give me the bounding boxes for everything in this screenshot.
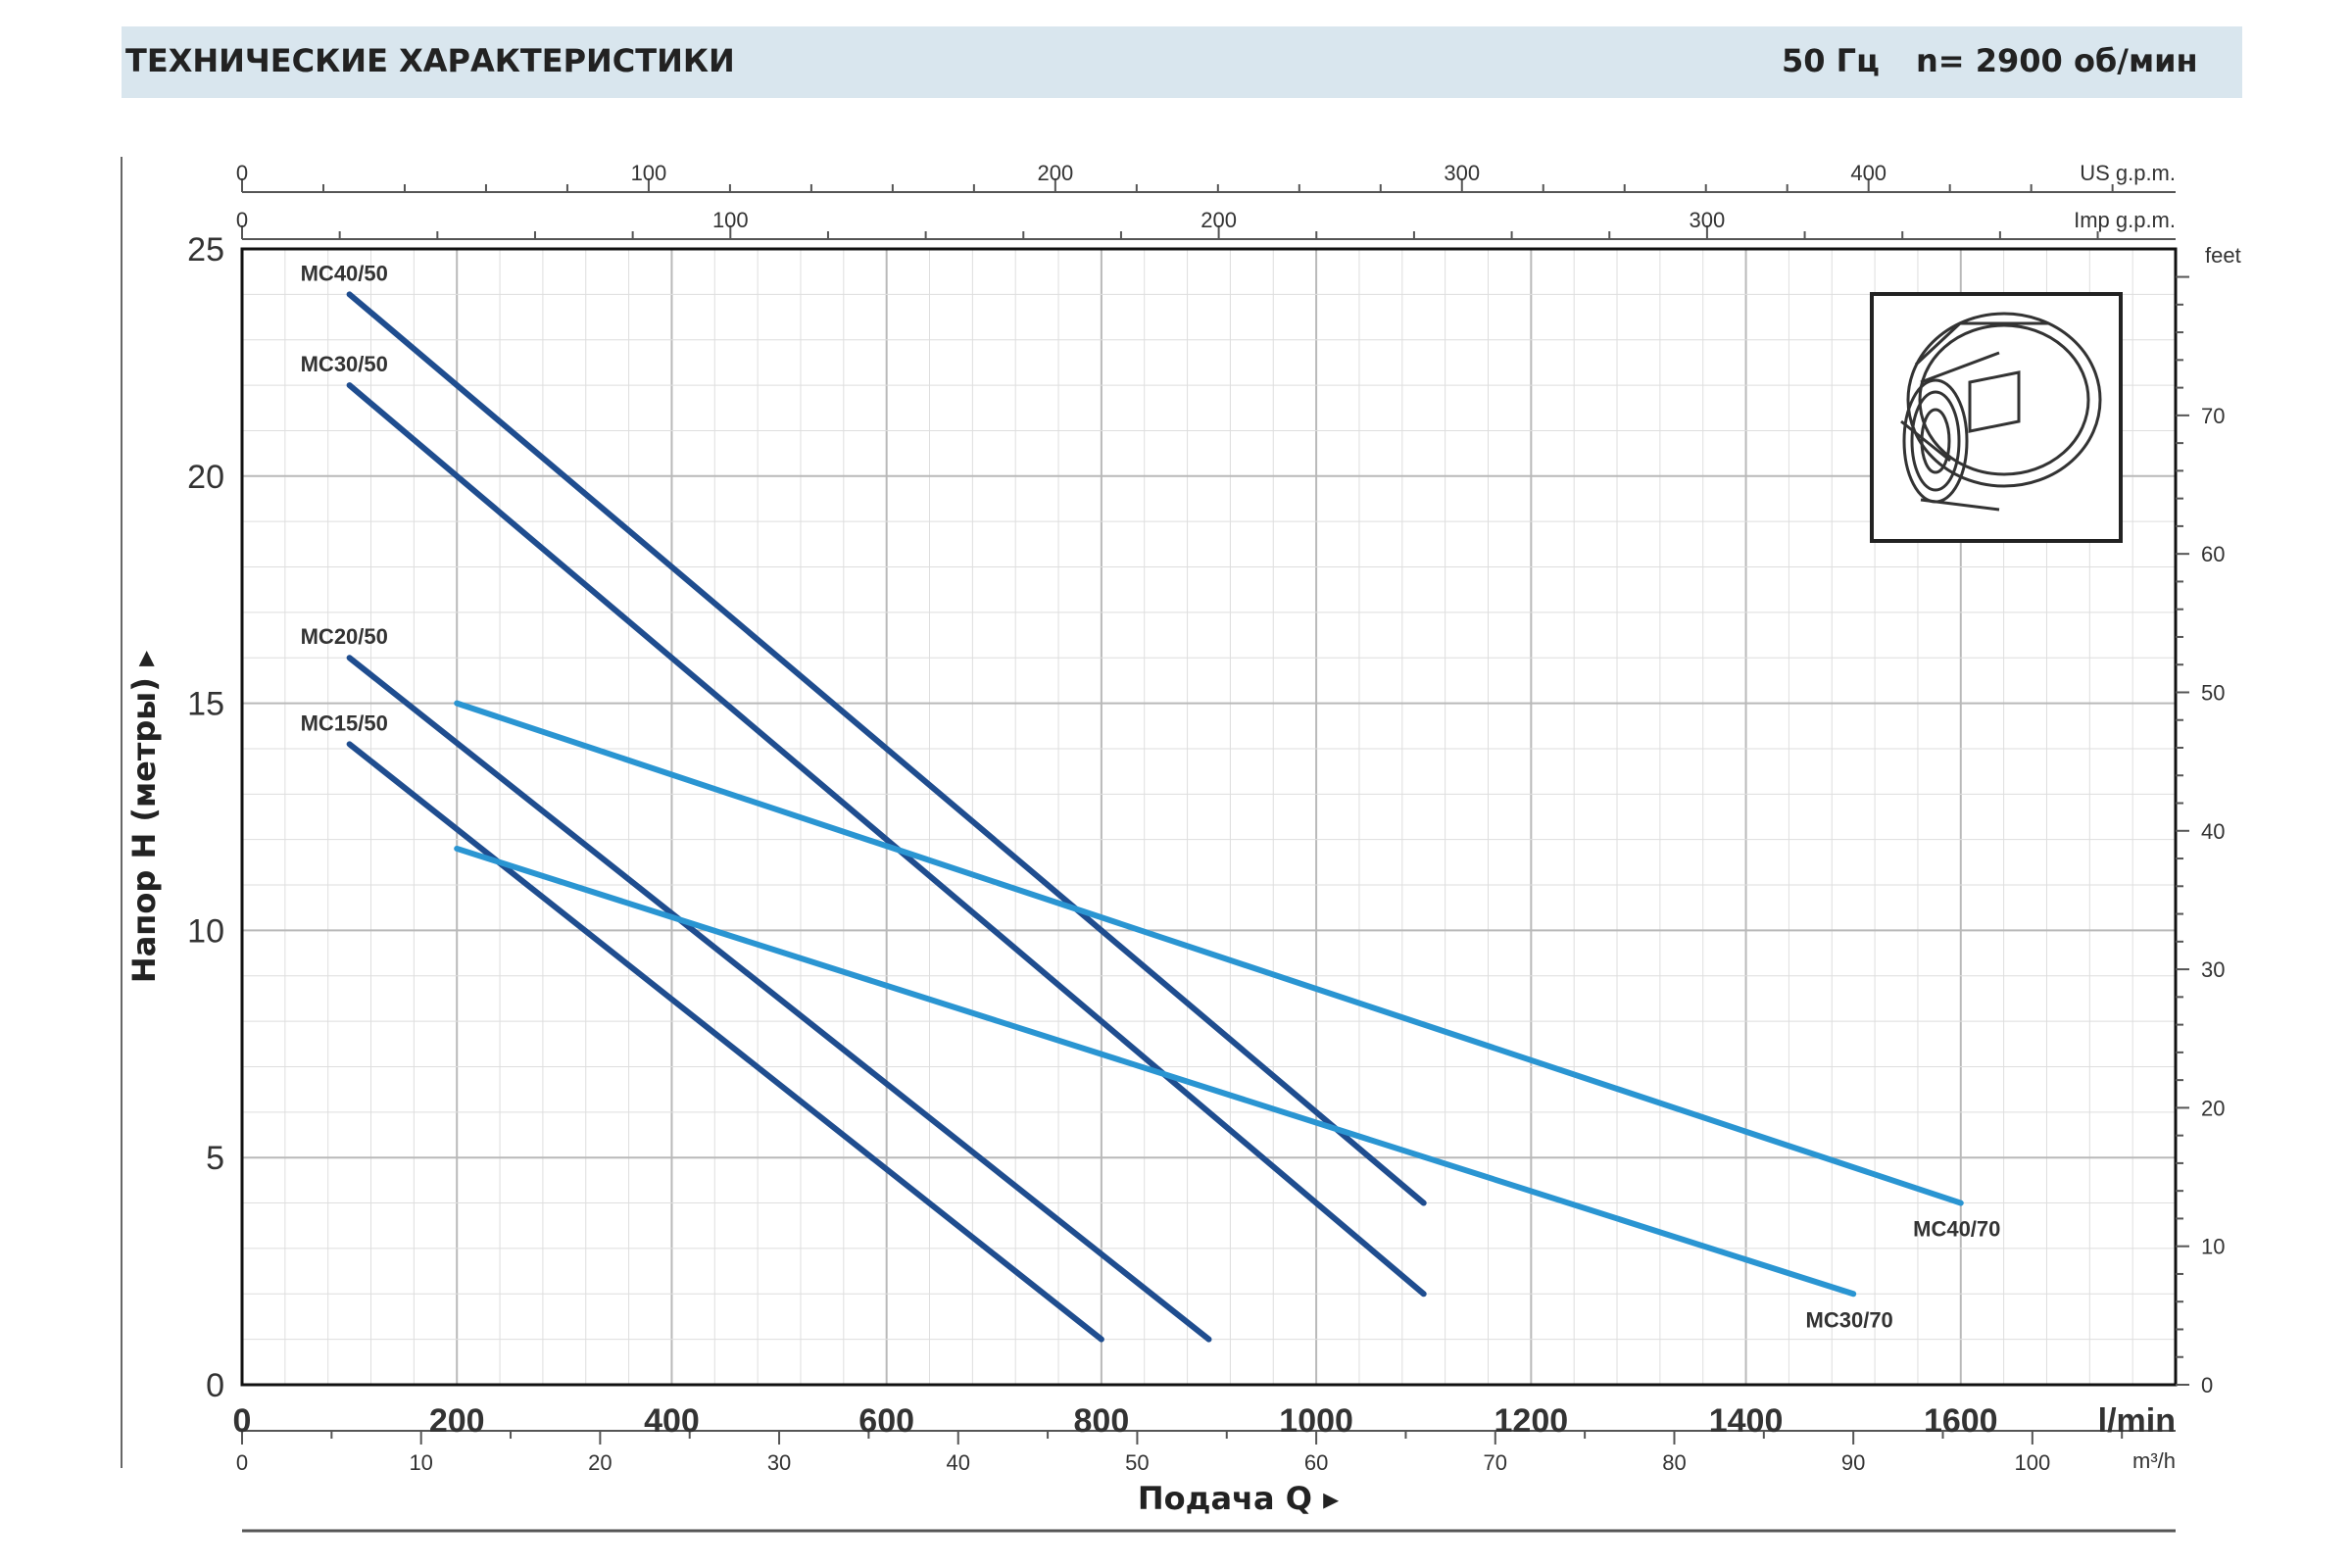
x-axis-title: Подача Q ▸ [1138,1480,1339,1517]
feet-tick-label: 70 [2201,404,2225,428]
m3h-tick-label: 20 [588,1450,612,1475]
series-line-mc20-50 [346,655,1212,1343]
frequency-label: 50 Гц [1782,42,1880,79]
chart-series [346,291,1964,1343]
m3h-tick-label: 90 [1841,1450,1865,1475]
page-title: ТЕХНИЧЕСКИЕ ХАРАКТЕРИСТИКИ [125,42,735,79]
y-tick-label: 10 [187,912,224,950]
series-line-mc15-50 [346,741,1104,1343]
feet-tick-label: 60 [2201,542,2225,566]
series-line-mc40-70 [454,700,1964,1206]
m3h-tick-label: 0 [236,1450,248,1475]
imp-gpm-unit-label: Imp g.p.m. [2074,208,2176,232]
series-label: MC30/50 [301,352,388,376]
us-gpm-unit-label: US g.p.m. [2080,161,2176,185]
feet-tick-label: 20 [2201,1096,2225,1120]
feet-unit-label: feet [2205,243,2241,268]
us-gpm-tick-label: 200 [1037,161,1073,185]
feet-tick-label: 30 [2201,957,2225,982]
feet-tick-label: 40 [2201,819,2225,844]
impeller-housing-icon [1870,292,2123,543]
us-gpm-tick-label: 400 [1850,161,1886,185]
y-tick-label: 15 [187,686,224,723]
x-tick-label: 800 [1074,1402,1130,1440]
imp-gpm-tick-label: 200 [1200,208,1237,232]
x-tick-label: 1200 [1494,1402,1569,1440]
us-gpm-tick-label: 0 [236,161,248,185]
feet-tick-label: 0 [2201,1373,2213,1397]
feet-tick-label: 10 [2201,1235,2225,1259]
plot-frame [240,247,2178,1387]
x-tick-label: 1600 [1924,1402,1998,1440]
x-tick-label: 0 [233,1402,252,1440]
m3h-tick-label: 40 [946,1450,969,1475]
us-gpm-tick-label: 300 [1444,161,1480,185]
x-tick-label: 600 [858,1402,914,1440]
x-unit-label: l/min [2098,1402,2176,1440]
x-tick-label: 200 [429,1402,485,1440]
m3h-tick-label: 30 [767,1450,791,1475]
m3h-tick-label: 60 [1304,1450,1328,1475]
speed-label: n= 2900 об/мин [1916,42,2198,79]
m3h-tick-label: 70 [1484,1450,1507,1475]
m3h-tick-label: 80 [1662,1450,1686,1475]
y-tick-label: 0 [206,1367,224,1404]
chart-axes [121,157,2189,1533]
y-axis-title: Напор H (метры) ▸ [125,651,163,983]
imp-gpm-tick-label: 0 [236,208,248,232]
y-tick-label: 5 [206,1140,224,1177]
imp-gpm-tick-label: 100 [712,208,749,232]
series-label: MC20/50 [301,624,388,649]
header-banner: ТЕХНИЧЕСКИЕ ХАРАКТЕРИСТИКИ 50 Гц n= 2900… [122,26,2242,98]
y-tick-label: 20 [187,459,224,496]
series-label: MC30/70 [1806,1307,1893,1332]
x-tick-label: 1400 [1709,1402,1784,1440]
feet-tick-label: 50 [2201,680,2225,705]
x-tick-label: 1000 [1279,1402,1353,1440]
series-line-mc30-70 [454,845,1857,1298]
m3h-tick-label: 100 [2014,1450,2050,1475]
m3h-tick-label: 10 [409,1450,432,1475]
series-line-mc30-50 [346,382,1427,1298]
m3h-unit-label: m³/h [2132,1448,2176,1473]
series-line-mc40-50 [346,291,1427,1206]
series-label: MC40/50 [301,261,388,285]
imp-gpm-tick-label: 300 [1690,208,1726,232]
m3h-tick-label: 50 [1125,1450,1149,1475]
series-label: MC40/70 [1913,1217,2000,1242]
y-tick-label: 25 [187,231,224,269]
x-tick-label: 400 [644,1402,700,1440]
us-gpm-tick-label: 100 [631,161,667,185]
series-label: MC15/50 [301,710,388,735]
